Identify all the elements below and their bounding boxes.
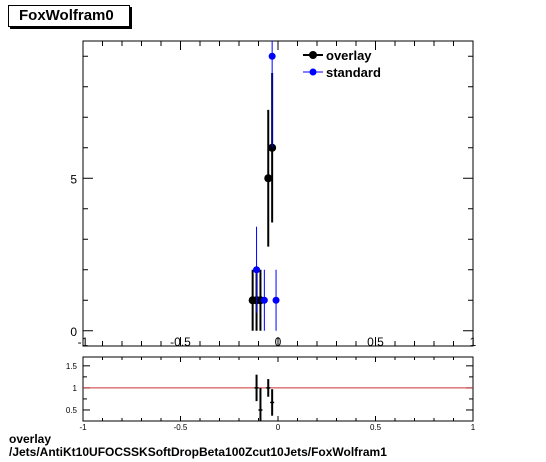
legend-overlay-label: overlay (326, 48, 372, 63)
standard-point (260, 296, 268, 304)
ratio-axes: -1 -0.5 0 0.5 1 0.5 1 1.5 (66, 357, 476, 432)
legend-standard-label: standard (326, 65, 381, 80)
x-tick-label: 1 (470, 335, 477, 349)
y-tick-label: 1.5 (66, 362, 78, 371)
x-tick-label: 0 (275, 335, 282, 349)
y-tick-label: 5 (70, 172, 77, 186)
x-tick-label: 0.5 (367, 335, 384, 349)
x-tick-label: 0 (276, 423, 281, 432)
x-tick-label: 1 (471, 423, 476, 432)
ratio-data (83, 374, 473, 421)
legend-overlay-marker (309, 51, 317, 59)
main-axes: -1 -0.5 0 0.5 1 0 5 (70, 41, 477, 349)
main-data (248, 41, 280, 331)
x-tick-label: -1 (78, 335, 89, 349)
standard-point (272, 296, 280, 304)
standard-point (253, 266, 261, 274)
legend-standard-marker (309, 68, 317, 76)
y-tick-label: 0.5 (66, 406, 78, 415)
overlay-point (264, 174, 273, 183)
x-tick-label: -0.5 (174, 423, 188, 432)
legend: overlay standard (303, 48, 381, 80)
x-tick-label: -0.5 (170, 335, 191, 349)
x-tick-label: 0.5 (370, 423, 382, 432)
y-tick-label: 0 (70, 325, 77, 339)
y-tick-label: 1 (73, 384, 78, 393)
plot-title: FoxWolfram0 (8, 5, 130, 27)
standard-point (268, 52, 276, 60)
x-tick-label: -1 (79, 423, 87, 432)
ratio-plot-frame (82, 356, 474, 422)
footer-label: overlay (9, 432, 52, 446)
footer-path: /Jets/AntiKt10UFOCSSKSoftDropBeta100Zcut… (9, 445, 387, 459)
